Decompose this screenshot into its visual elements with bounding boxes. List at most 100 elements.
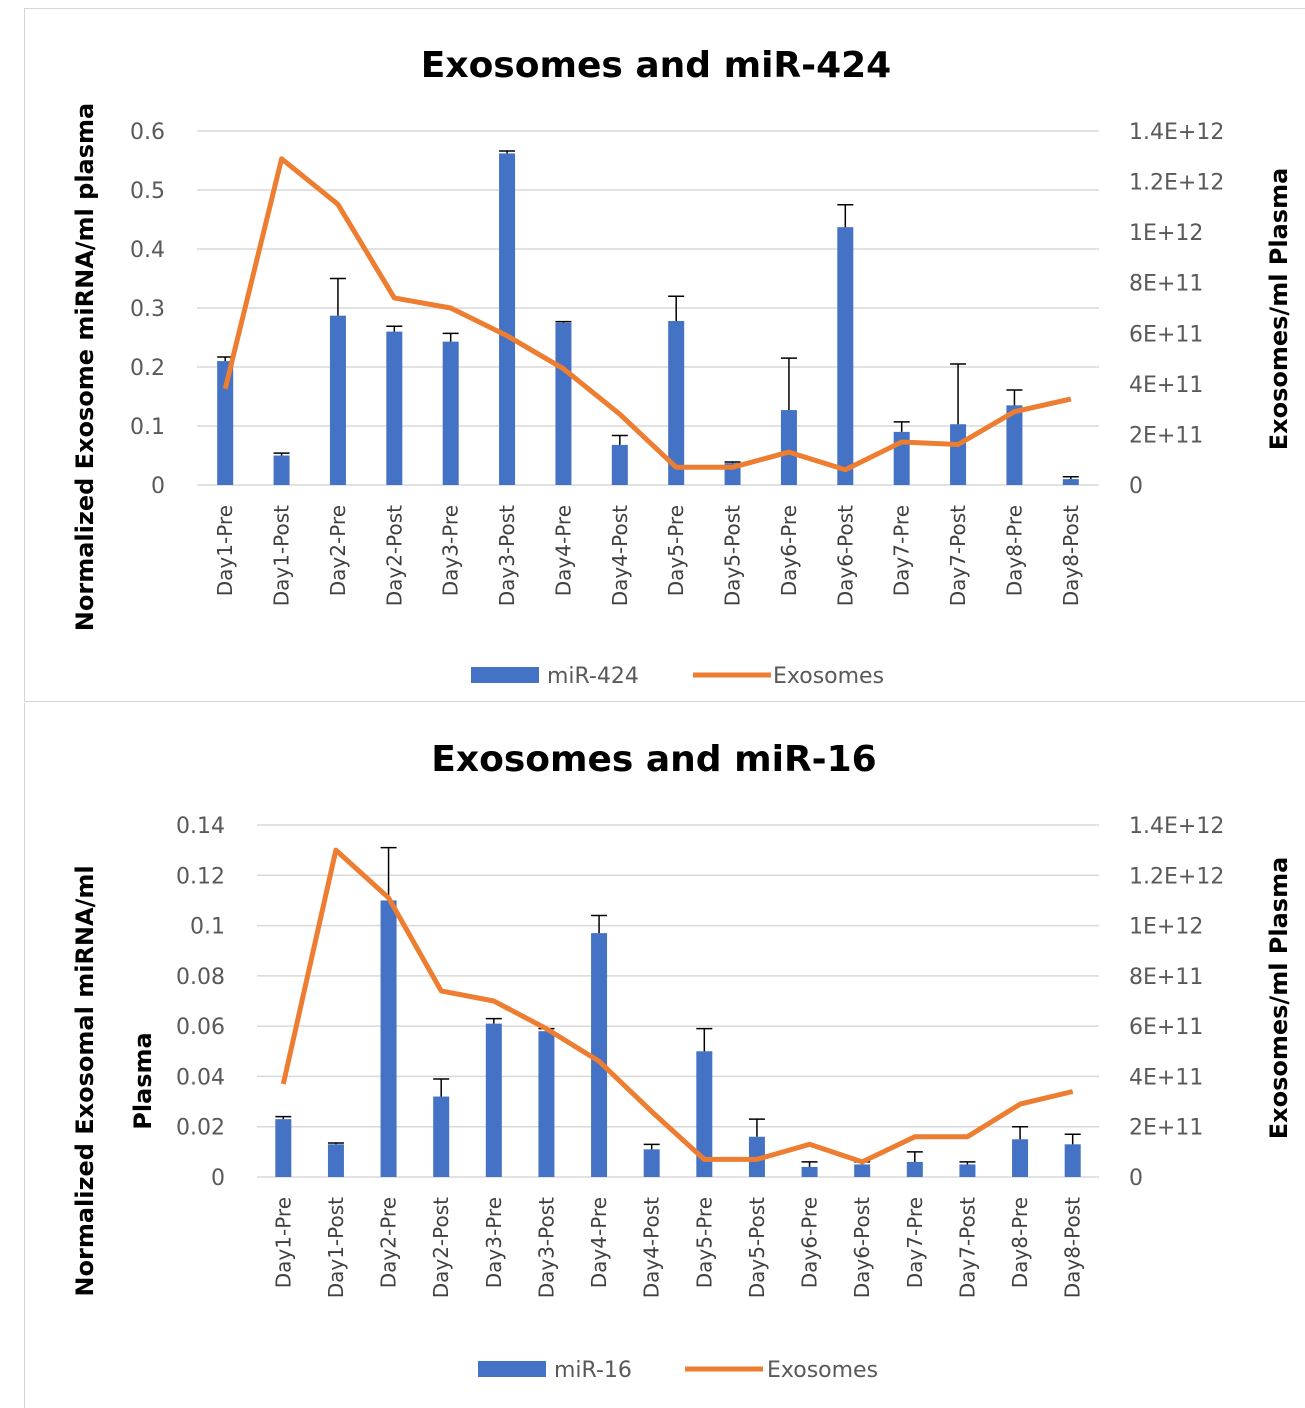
x-tick-label: Day7-Pre: [903, 1197, 927, 1288]
y-tick-label: 0.5: [130, 179, 165, 204]
y-axis-title: Normalized Exosome miRNA/ml plasma: [71, 103, 99, 631]
x-tick-label: Day3-Post: [534, 1197, 558, 1298]
bar: [696, 1051, 713, 1177]
x-tick-label: Day3-Pre: [482, 1197, 506, 1288]
y2-axis-title: Exosomes/ml Plasma: [1265, 168, 1293, 451]
x-tick-label: Day5-Pre: [664, 505, 688, 596]
bar: [442, 341, 459, 485]
x-tick-label: Day4-Pre: [551, 505, 575, 596]
bar: [555, 322, 572, 485]
legend-swatch-bar: [471, 667, 539, 683]
y-tick-label: 0: [211, 1166, 225, 1191]
bar: [386, 331, 403, 485]
y-tick-label: 0.1: [130, 415, 165, 440]
bar: [327, 1144, 344, 1177]
y-axis-title-line1: Normalized Exosomal miRNA/ml: [71, 865, 99, 1296]
x-tick-label: Day8-Post: [1061, 1197, 1085, 1298]
bar: [380, 900, 397, 1177]
y-tick-label: 0: [151, 474, 165, 499]
bar: [538, 1031, 555, 1177]
y2-tick-label: 6E+11: [1129, 1015, 1203, 1040]
legend-swatch-bar: [478, 1361, 546, 1377]
bar: [329, 315, 346, 485]
x-tick-label: Day3-Pre: [439, 505, 463, 596]
y-tick-label: 0.08: [176, 965, 225, 990]
y-tick-label: 0.2: [130, 356, 165, 381]
x-tick-label: Day6-Post: [850, 1197, 874, 1298]
chart-panel-mir16: Exosomes and miR-16 0 0.02 0.04 0.06 0.08 0.1 0…: [24, 703, 1305, 1408]
chart-title: Exosomes and miR-16: [431, 739, 876, 780]
chart-title: Exosomes and miR-424: [421, 45, 891, 86]
x-tick-label: Day7-Post: [955, 1197, 979, 1298]
legend-label-line: Exosomes: [773, 664, 884, 689]
y-tick-label: 0.3: [130, 297, 165, 322]
y2-tick-label: 2E+11: [1129, 423, 1203, 448]
x-tick-label: Day1-Pre: [271, 1197, 295, 1288]
bar: [1006, 405, 1023, 485]
chart-mir16: Exosomes and miR-16 0 0.02 0.04 0.06 0.08 0.1 0…: [71, 739, 1293, 1383]
series-line-exosomes: [222, 156, 1072, 473]
y2-tick-label: 8E+11: [1129, 272, 1203, 297]
series-line-exosomes: [280, 847, 1074, 1165]
y2-tick-label: 0: [1129, 474, 1143, 499]
bar: [906, 1161, 923, 1177]
x-tick-label: Day8-Post: [1059, 505, 1083, 606]
y-axis-title-line2: Plasma: [129, 1032, 157, 1130]
y-tick-label: 0.06: [176, 1015, 225, 1040]
x-tick-label: Day4-Post: [640, 1197, 664, 1298]
x-tick-label: Day6-Pre: [798, 1197, 822, 1288]
chart-mir424: Exosomes and miR-424 0 0.1 0.2 0.3 0.4 0.5 0.6 0…: [71, 45, 1293, 689]
x-tick-label: Day1-Pre: [213, 505, 237, 596]
x-tick-label: Day2-Pre: [377, 1197, 401, 1288]
bar: [273, 455, 290, 485]
y2-tick-label: 1.4E+12: [1129, 814, 1224, 839]
y2-tick-label: 1E+12: [1129, 915, 1203, 940]
bar: [1064, 1144, 1081, 1177]
y2-tick-label: 1.2E+12: [1129, 864, 1224, 889]
legend-label-line: Exosomes: [767, 1358, 878, 1383]
y2-tick-label: 4E+11: [1129, 373, 1203, 398]
bar: [837, 227, 854, 486]
y-tick-label: 0.02: [176, 1116, 225, 1141]
bar: [275, 1119, 292, 1177]
x-tick-label: Day7-Post: [946, 505, 970, 606]
bar: [1062, 479, 1079, 485]
bar: [217, 361, 234, 485]
bar: [950, 424, 967, 485]
x-tick-label: Day4-Post: [608, 505, 632, 606]
y-tick-label: 0.1: [190, 915, 225, 940]
y2-tick-label: 0: [1129, 1166, 1143, 1191]
y-tick-label: 0.04: [176, 1065, 225, 1090]
y-tick-label: 0.4: [130, 238, 165, 263]
x-tick-label: Day2-Post: [429, 1197, 453, 1298]
x-tick-label: Day5-Post: [721, 505, 745, 606]
y-tick-label: 0.12: [176, 864, 225, 889]
x-tick-label: Day7-Pre: [890, 505, 914, 596]
y2-tick-label: 8E+11: [1129, 965, 1203, 990]
y2-tick-label: 6E+11: [1129, 322, 1203, 347]
x-tick-label: Day5-Post: [745, 1197, 769, 1298]
bar: [499, 153, 516, 486]
x-tick-label: Day6-Post: [833, 505, 857, 606]
y-tick-label: 0.6: [130, 120, 165, 145]
x-tick-label: Day8-Pre: [1008, 1197, 1032, 1288]
legend-label-bar: miR-16: [554, 1358, 632, 1383]
bar: [433, 1096, 450, 1177]
y-tick-label: 0.14: [176, 814, 225, 839]
x-tick-label: Day2-Post: [382, 505, 406, 606]
bar: [611, 444, 628, 485]
y2-tick-label: 1.4E+12: [1129, 120, 1224, 145]
x-tick-label: Day6-Pre: [777, 505, 801, 596]
chart-panel-mir424: Exosomes and miR-424 0 0.1 0.2 0.3 0.4 0.5 0.6 0…: [24, 8, 1305, 702]
x-tick-label: Day4-Pre: [587, 1197, 611, 1288]
y2-axis-title: Exosomes/ml Plasma: [1265, 857, 1293, 1140]
bar: [485, 1023, 502, 1177]
legend-label-bar: miR-424: [547, 664, 639, 689]
bar: [591, 933, 608, 1177]
x-tick-label: Day5-Pre: [692, 1197, 716, 1288]
x-tick-label: Day8-Pre: [1002, 505, 1026, 596]
bar: [801, 1166, 818, 1177]
bar: [780, 410, 797, 485]
y2-tick-label: 4E+11: [1129, 1065, 1203, 1090]
bar: [854, 1164, 871, 1177]
